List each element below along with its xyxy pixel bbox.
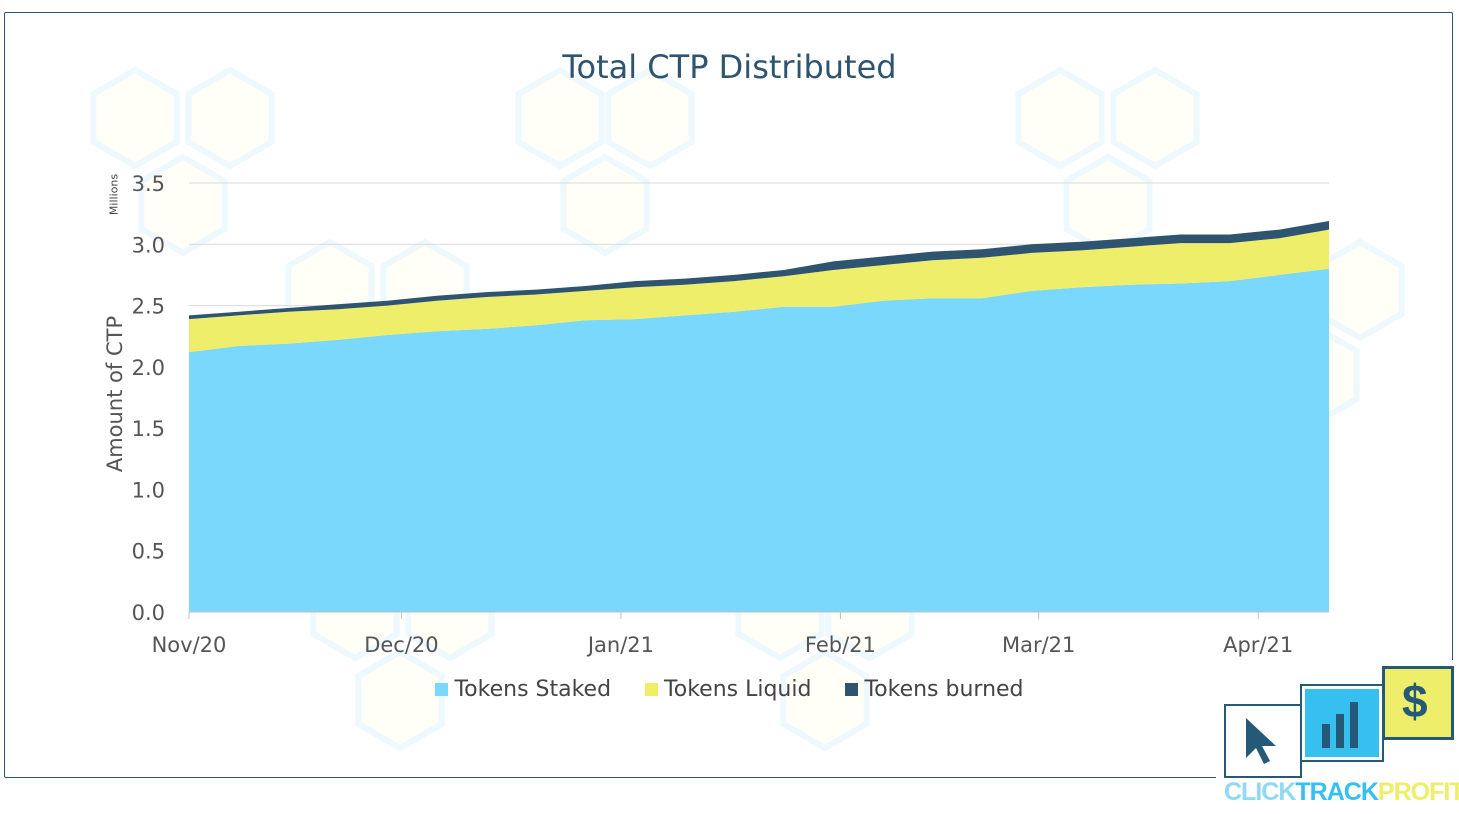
logo-text-click: CLICK [1224, 778, 1296, 806]
legend-swatch-tokens-liquid [645, 683, 659, 696]
legend-swatch-tokens-staked [435, 683, 449, 696]
watermark-hexagon [1315, 238, 1405, 342]
bar-chart-icon [1322, 702, 1358, 748]
legend-swatch-tokens-burned [845, 683, 859, 696]
y-tick-label: 3.0 [132, 233, 165, 257]
y-axis-units: Millions [107, 173, 121, 216]
x-tick-label: Dec/20 [364, 633, 438, 657]
legend-item-tokens-staked: Tokens Staked [435, 677, 611, 702]
watermark-hexagon [1110, 66, 1200, 170]
cursor-icon [1246, 718, 1276, 764]
legend-label-tokens-liquid: Tokens Liquid [664, 677, 812, 702]
logo-text-track: TRACK [1295, 778, 1378, 806]
chart-frame [4, 12, 1453, 778]
watermark-hexagon [185, 66, 275, 170]
legend-label-tokens-burned: Tokens burned [864, 677, 1024, 702]
x-tick-label: Jan/21 [586, 633, 654, 657]
area-series [189, 221, 1329, 612]
watermark-hexagon [515, 66, 605, 170]
area-tokens-burned [189, 221, 1329, 320]
chart-title: Total CTP Distributed [562, 48, 897, 86]
y-tick-label: 1.5 [132, 417, 165, 441]
y-tick-label: 0.0 [132, 601, 165, 625]
watermark-hexagon [560, 153, 650, 257]
x-tick-label: Feb/21 [805, 633, 876, 657]
x-tick-label: Apr/21 [1223, 633, 1293, 657]
legend-item-tokens-liquid: Tokens Liquid [645, 677, 811, 702]
watermark-hexagon [90, 66, 180, 170]
clicktrackprofit-logo: $ CLICKTRACKPROFIT [1216, 660, 1459, 810]
watermark-hexagon [1015, 66, 1105, 170]
y-tick-label: 2.0 [132, 356, 165, 380]
area-tokens-staked [189, 268, 1329, 612]
legend: Tokens Staked Tokens Liquid Tokens burne… [0, 677, 1459, 702]
y-axis-label: Amount of CTP [103, 315, 127, 473]
legend-label-tokens-staked: Tokens Staked [454, 677, 612, 702]
x-tick-label: Mar/21 [1002, 633, 1075, 657]
area-tokens-liquid [189, 229, 1329, 353]
axes: 0.0 0.5 1.0 1.5 2.0 2.5 3.0 3.5 Nov/20 Dec/20 Jan/… [132, 172, 1329, 657]
watermark-hexagon [605, 66, 695, 170]
logo-dollar-box [1382, 666, 1454, 740]
y-tick-label: 3.5 [132, 172, 165, 196]
watermark-hexagon [355, 648, 445, 752]
dollar-icon: $ [1402, 675, 1428, 727]
y-tick-label: 1.0 [132, 478, 165, 502]
logo-wordmark: CLICKTRACKPROFIT [1224, 778, 1459, 807]
watermark-hexagon [138, 153, 228, 257]
y-tick-label: 0.5 [132, 540, 165, 564]
legend-item-tokens-burned: Tokens burned [845, 677, 1024, 702]
watermark-hexagon [780, 648, 870, 752]
logo-cursor-box [1224, 704, 1302, 778]
y-tick-label: 2.5 [132, 295, 165, 319]
logo-text-profit: PROFIT [1377, 778, 1459, 806]
x-tick-label: Nov/20 [152, 633, 227, 657]
